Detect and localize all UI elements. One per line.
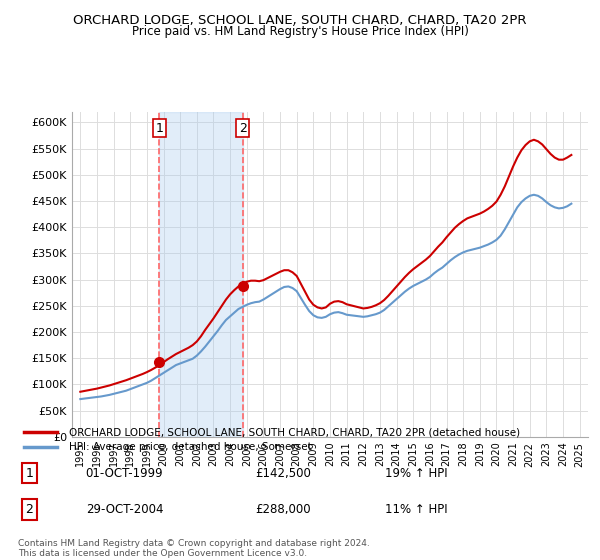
Text: £288,000: £288,000 — [255, 503, 311, 516]
Bar — [160, 112, 242, 437]
Text: 1: 1 — [25, 466, 33, 479]
Text: HPI: Average price, detached house, Somerset: HPI: Average price, detached house, Some… — [69, 442, 311, 452]
Text: 01-OCT-1999: 01-OCT-1999 — [86, 466, 163, 479]
Text: Contains HM Land Registry data © Crown copyright and database right 2024.
This d: Contains HM Land Registry data © Crown c… — [18, 539, 370, 558]
Text: 19% ↑ HPI: 19% ↑ HPI — [385, 466, 447, 479]
Text: 11% ↑ HPI: 11% ↑ HPI — [385, 503, 447, 516]
Text: ORCHARD LODGE, SCHOOL LANE, SOUTH CHARD, CHARD, TA20 2PR (detached house): ORCHARD LODGE, SCHOOL LANE, SOUTH CHARD,… — [69, 427, 520, 437]
Text: 2: 2 — [25, 503, 33, 516]
Text: 29-OCT-2004: 29-OCT-2004 — [86, 503, 163, 516]
Text: Price paid vs. HM Land Registry's House Price Index (HPI): Price paid vs. HM Land Registry's House … — [131, 25, 469, 38]
Text: 2: 2 — [239, 122, 247, 135]
Text: £142,500: £142,500 — [255, 466, 311, 479]
Text: ORCHARD LODGE, SCHOOL LANE, SOUTH CHARD, CHARD, TA20 2PR: ORCHARD LODGE, SCHOOL LANE, SOUTH CHARD,… — [73, 14, 527, 27]
Text: 1: 1 — [155, 122, 163, 135]
